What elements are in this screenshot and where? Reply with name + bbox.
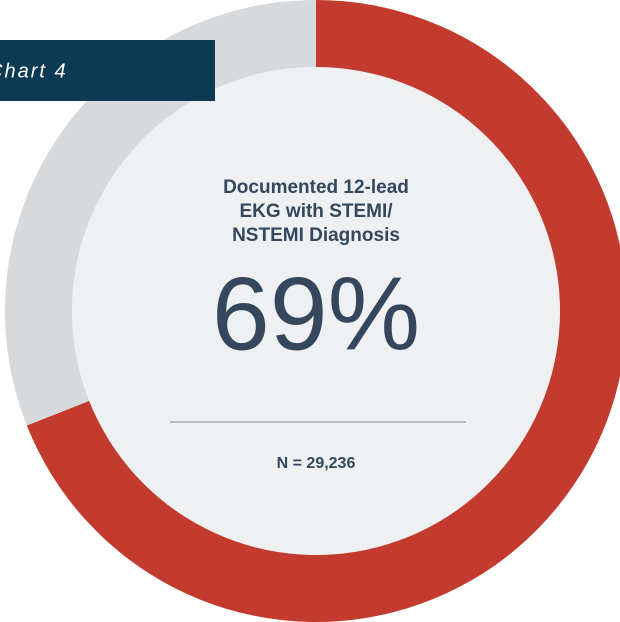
center-title-text: Documented 12-lead EKG with STEMI/ NSTEM… <box>223 177 409 246</box>
arcs <box>5 0 620 622</box>
chart-label-banner <box>0 40 215 101</box>
annotation: N = 29,236 <box>277 455 356 472</box>
donut-segment <box>5 0 317 426</box>
center-title: Documented 12-lead EKG with STEMI/ NSTEM… <box>166 176 466 248</box>
chart-label: Chart 4 <box>0 60 68 82</box>
center-value: 69% <box>212 256 420 372</box>
donut-center <box>72 67 560 555</box>
